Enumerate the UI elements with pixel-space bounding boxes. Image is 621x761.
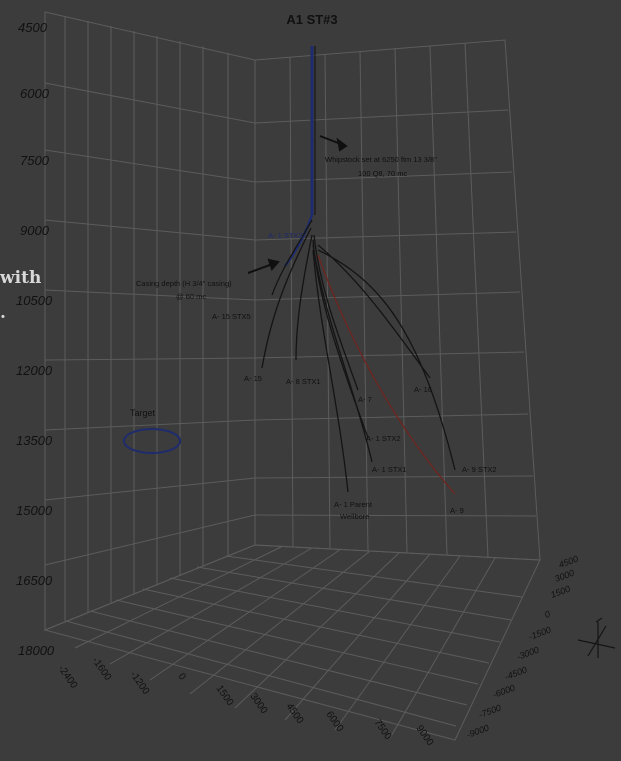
right-tick: -9000 bbox=[465, 723, 490, 740]
depth-tick: 15000 bbox=[16, 503, 53, 518]
annotation-arrows bbox=[247, 135, 348, 274]
label-a1-stx3: A- 1 STX3 bbox=[268, 231, 303, 240]
main-wellbore bbox=[310, 46, 316, 215]
cropped-side-mark: . bbox=[0, 303, 6, 323]
whipstock-note: Whipstock set at 6250 ftm 13 3/8" bbox=[325, 155, 437, 164]
right-tick: -6000 bbox=[491, 683, 516, 700]
depth-tick: 12000 bbox=[16, 363, 53, 378]
front-tick: -1600 bbox=[90, 655, 114, 683]
depth-tick: 18000 bbox=[18, 643, 55, 658]
whipstock-note-detail: 100 Q8, 70 mc bbox=[358, 169, 407, 178]
right-tick: 1500 bbox=[549, 584, 571, 600]
depth-tick: 10500 bbox=[16, 293, 53, 308]
label-a7: A- 7 bbox=[358, 395, 372, 404]
trajectory-a1-stx2 bbox=[312, 239, 369, 439]
right-tick: -7500 bbox=[477, 703, 502, 720]
label-parent-detail: Wellbore bbox=[340, 512, 369, 521]
label-a9-stx2: A- 9 STX2 bbox=[462, 465, 497, 474]
label-a15-stx5: A- 15 STX5 bbox=[212, 312, 251, 321]
cropped-side-text: with bbox=[0, 268, 42, 288]
trajectory-a16 bbox=[317, 244, 431, 379]
right-tick: 0 bbox=[543, 609, 551, 620]
depth-axis: 4500 6000 7500 9000 10500 12000 13500 15… bbox=[16, 20, 55, 658]
label-a15: A- 15 bbox=[244, 374, 262, 383]
trajectory-a7 bbox=[313, 234, 359, 391]
depth-tick: 4500 bbox=[18, 20, 48, 35]
depth-tick: 6000 bbox=[20, 86, 50, 101]
trajectory-a15 bbox=[261, 227, 312, 369]
well-trajectories bbox=[261, 214, 456, 495]
depth-tick: 16500 bbox=[16, 573, 53, 588]
right-tick: 4500 bbox=[557, 554, 579, 570]
depth-tick: 7500 bbox=[20, 153, 50, 168]
front-tick: 3000 bbox=[248, 691, 270, 716]
right-tick: -1500 bbox=[527, 625, 552, 642]
casing-note: Casing depth (H 3/4" casing) bbox=[136, 279, 232, 288]
right-wall-grid bbox=[254, 39, 541, 561]
trajectory-a1-stx1 bbox=[312, 244, 373, 463]
right-axis: 4500 3000 1500 0 -1500 -3000 -4500 -6000… bbox=[465, 554, 579, 740]
trajectory-a8-stx1 bbox=[295, 234, 313, 361]
depth-tick: 13500 bbox=[16, 433, 53, 448]
chart-title: A1 ST#3 bbox=[286, 12, 337, 27]
right-tick: 3000 bbox=[553, 568, 575, 584]
label-a1-stx1: A- 1 STX1 bbox=[372, 465, 407, 474]
front-tick: -2400 bbox=[56, 663, 80, 691]
front-tick: 1500 bbox=[214, 683, 236, 708]
label-a16: A- 16 bbox=[414, 385, 432, 394]
target-ellipse bbox=[123, 428, 181, 454]
depth-tick: 9000 bbox=[20, 223, 50, 238]
label-a8-stx1: A- 8 STX1 bbox=[286, 377, 321, 386]
right-tick: -4500 bbox=[503, 665, 528, 682]
front-tick: 7500 bbox=[372, 717, 394, 742]
trajectory-parent bbox=[312, 249, 349, 493]
trajectory-a9 bbox=[317, 254, 456, 495]
label-a1-stx2: A- 1 STX2 bbox=[366, 434, 401, 443]
label-parent: A- 1 Parent bbox=[334, 500, 373, 509]
trajectory-a15-stx5 bbox=[271, 219, 313, 296]
casing-note-detail: @ 60 mc bbox=[176, 292, 206, 301]
compass-icon bbox=[577, 617, 616, 658]
floor-grid bbox=[43, 544, 541, 741]
target-label: Target bbox=[130, 408, 156, 418]
front-tick: 4500 bbox=[284, 701, 306, 726]
label-a9: A- 9 bbox=[450, 506, 464, 515]
front-tick: -1200 bbox=[128, 669, 152, 697]
right-tick: -3000 bbox=[515, 645, 540, 662]
left-wall-grid bbox=[44, 11, 256, 631]
front-tick: 6000 bbox=[324, 709, 346, 734]
front-tick: 0 bbox=[176, 671, 188, 682]
front-tick: 9000 bbox=[414, 723, 436, 748]
trajectory-a9-stx2 bbox=[317, 249, 456, 471]
